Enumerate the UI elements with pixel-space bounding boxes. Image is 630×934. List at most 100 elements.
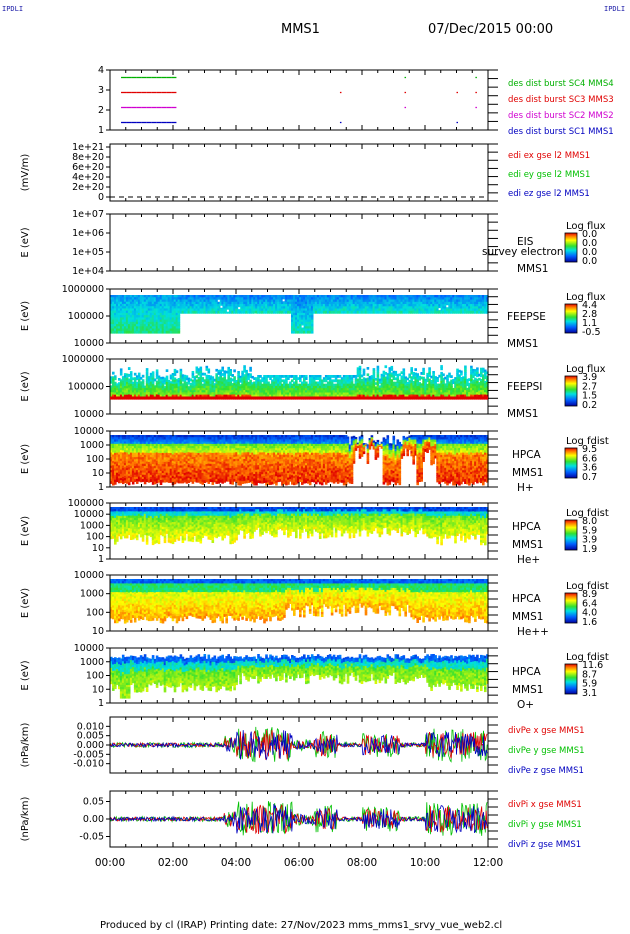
heatmap-cell [307, 388, 310, 391]
heatmap-cell [484, 374, 487, 377]
heatmap-cell [127, 469, 131, 473]
heatmap-cell [118, 321, 121, 325]
heatmap-cell [110, 437, 113, 440]
heatmap-cell [283, 308, 286, 312]
heatmap-cell [267, 394, 270, 398]
heatmap-cell [271, 308, 274, 312]
heatmap-cell [279, 377, 282, 380]
heatmap-cell [145, 295, 149, 298]
heatmap-cell [310, 301, 314, 305]
heatmap-cell [163, 295, 167, 298]
heatmap-cell [410, 380, 413, 384]
heatmap-cell [390, 295, 394, 298]
heatmap-cell [308, 306, 312, 309]
heatmap-cell [151, 461, 155, 465]
heatmap-cell [326, 301, 330, 305]
heatmap-cell [229, 304, 232, 307]
heatmap-cell [452, 308, 455, 312]
heatmap-cell [123, 306, 127, 309]
heatmap-cell [410, 308, 413, 312]
heatmap-cell [426, 379, 429, 383]
heatmap-cell [388, 304, 392, 307]
heatmap-cell [370, 295, 374, 298]
heatmap-cell [472, 390, 475, 394]
heatmap-cell [231, 392, 234, 396]
heatmap-cell [175, 306, 179, 309]
heatmap-cell [400, 301, 404, 305]
heatmap-cell [263, 310, 266, 314]
heatmap-cell [305, 390, 308, 394]
heatmap-cell [271, 301, 274, 305]
heatmap-cell [283, 301, 286, 305]
heatmap-cell [398, 308, 402, 312]
heatmap-cell [295, 295, 298, 298]
heatmap-cell [297, 321, 300, 325]
heatmap-cell [336, 297, 340, 301]
heatmap-cell [112, 463, 115, 466]
heatmap-cell [197, 394, 201, 398]
heatmap-cell [195, 301, 199, 305]
heatmap-cell [412, 392, 415, 396]
heatmap-cell [209, 394, 213, 398]
heatmap-cell [358, 374, 362, 378]
date-time: 07/Dec/2015 00:00 [428, 22, 554, 37]
heatmap-cell [145, 383, 149, 387]
heatmap-cell [297, 310, 300, 314]
heatmap-cell [275, 385, 278, 389]
heatmap-cell [116, 461, 119, 465]
heatmap-cell [418, 299, 421, 303]
heatmap-cell [179, 379, 183, 383]
heatmap-cell [141, 452, 145, 456]
heatmap-cell [145, 330, 149, 334]
heatmap-cell [312, 295, 316, 298]
heatmap-cell [398, 306, 402, 310]
heatmap-cell [165, 394, 169, 398]
heatmap-cell [147, 468, 151, 472]
heatmap-cell [110, 478, 113, 482]
heatmap-cell [141, 330, 145, 334]
heatmap-cell [402, 381, 406, 385]
heatmap-cell [287, 306, 290, 310]
corner-label-left: IPDLI [2, 5, 24, 13]
heatmap-cell [275, 379, 278, 383]
heatmap-cell [133, 330, 137, 334]
heatmap-cell [131, 310, 135, 314]
heatmap-cell [112, 385, 115, 389]
heatmap-cell [137, 308, 141, 312]
heatmap-cell [229, 297, 232, 301]
heatmap-cell [245, 297, 248, 301]
heatmap-cell [374, 306, 378, 310]
heatmap-cell [179, 375, 183, 379]
heatmap-cell [308, 312, 312, 316]
heatmap-cell [454, 383, 457, 387]
heatmap-cell [314, 306, 318, 310]
heatmap-cell [241, 306, 244, 310]
heatmap-cell [243, 306, 246, 310]
heatmap-cell [197, 390, 201, 393]
heatmap-cell [157, 312, 161, 316]
heatmap-cell [299, 308, 302, 312]
heatmap-cell [169, 383, 173, 387]
heatmap-cell [412, 306, 415, 310]
heatmap-cell [376, 365, 380, 369]
heatmap-cell [474, 304, 477, 307]
heatmap-cell [125, 452, 129, 456]
heatmap-cell [225, 310, 228, 314]
heatmap-cell [187, 306, 191, 310]
heatmap-cell [342, 304, 346, 307]
heatmap-cell [366, 392, 370, 396]
heatmap-cell [476, 390, 479, 393]
heatmap-cell [151, 310, 155, 314]
heatmap-cell [123, 394, 127, 398]
heatmap-cell [434, 380, 437, 384]
heatmap-cell [320, 308, 324, 312]
heatmap-cell [118, 328, 121, 332]
heatmap-cell [155, 458, 159, 462]
heatmap-cell [187, 394, 191, 398]
heatmap-cell [219, 295, 222, 298]
heatmap-cell [173, 308, 177, 312]
heatmap-cell [330, 304, 334, 307]
heatmap-cell [135, 297, 139, 300]
heatmap-cell [271, 375, 274, 378]
heatmap-cell [131, 439, 135, 443]
